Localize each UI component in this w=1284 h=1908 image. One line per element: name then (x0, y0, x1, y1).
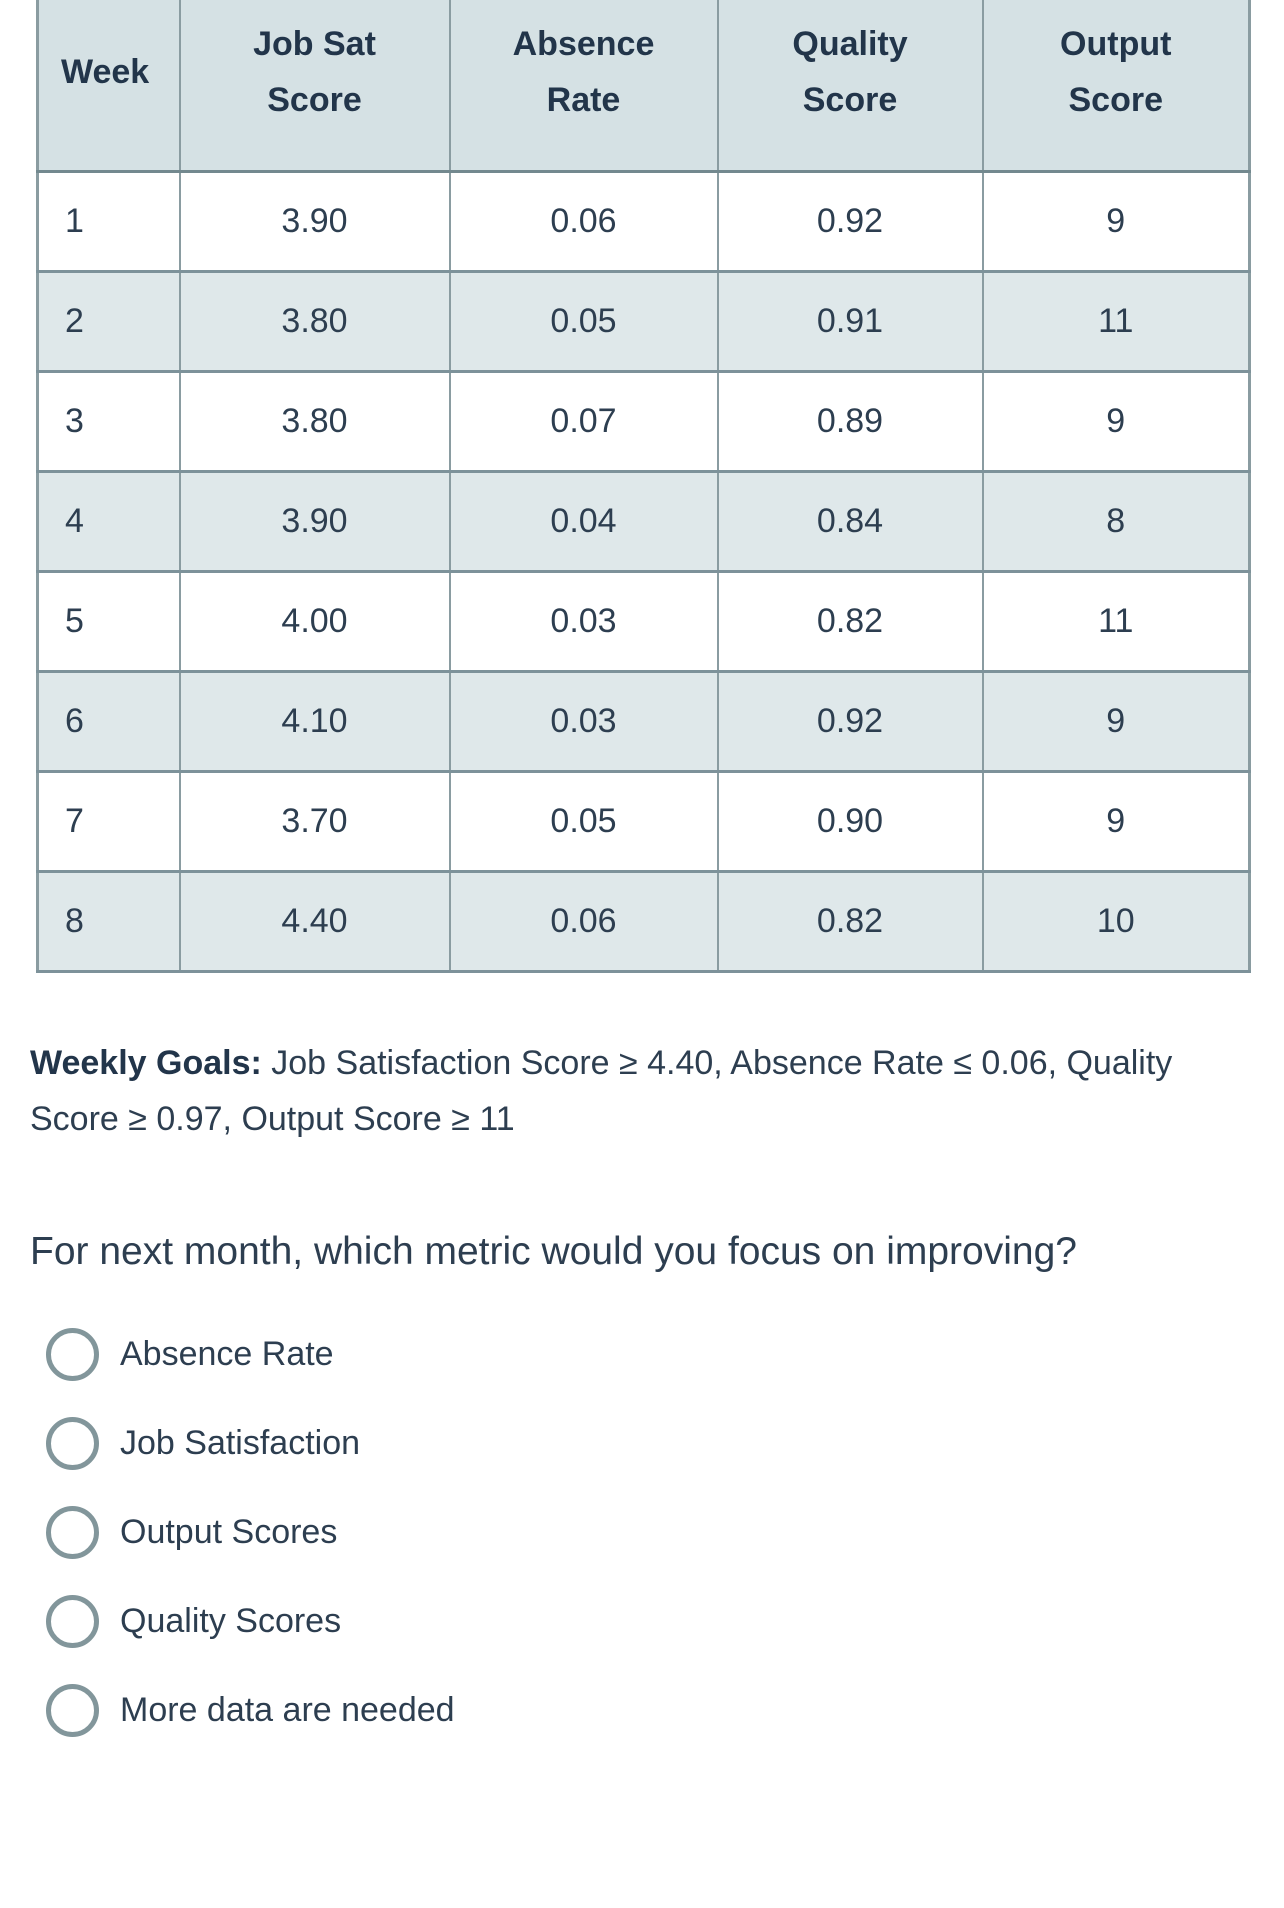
cell-quality: 0.82 (716, 869, 984, 973)
radio-button-icon[interactable] (46, 1505, 99, 1559)
weekly-goals-line-1-rest: Job Satisfaction Score ≥ 4.40, Absence R… (261, 1043, 1173, 1082)
weekly-goals-line-2: Score ≥ 0.97, Output Score ≥ 11 (30, 1099, 515, 1138)
radio-option-quality-scores[interactable]: Quality Scores (30, 1577, 1284, 1666)
cell-job-sat: 4.00 (178, 569, 451, 673)
weekly-goals-label: Weekly Goals: (30, 1043, 262, 1082)
table-row: 6 4.10 0.03 0.92 9 (36, 669, 1251, 773)
cell-week: 1 (36, 169, 181, 273)
cell-output: 11 (981, 269, 1251, 373)
cell-quality: 0.90 (716, 769, 984, 873)
radio-option-label: Quality Scores (120, 1601, 342, 1640)
cell-output: 9 (981, 169, 1251, 273)
cell-absence: 0.07 (448, 369, 719, 473)
table-row: 3 3.80 0.07 0.89 9 (36, 369, 1251, 473)
cell-week: 2 (36, 269, 181, 373)
cell-output: 9 (981, 369, 1251, 473)
cell-absence: 0.05 (448, 269, 719, 373)
radio-option-label: Job Satisfaction (120, 1423, 361, 1462)
cell-job-sat: 3.80 (178, 269, 451, 373)
cell-absence: 0.03 (448, 669, 719, 773)
radio-option-label: Absence Rate (120, 1334, 334, 1373)
radio-option-job-satisfaction[interactable]: Job Satisfaction (30, 1399, 1284, 1488)
table-header-row: Week Job Sat Score Absence Rate Quality … (36, 0, 1251, 173)
cell-job-sat: 3.80 (178, 369, 451, 473)
radio-option-group: Absence Rate Job Satisfaction Output Sco… (30, 1310, 1284, 1755)
cell-quality: 0.82 (716, 569, 984, 673)
radio-option-output-scores[interactable]: Output Scores (30, 1488, 1284, 1577)
radio-option-label: Output Scores (120, 1512, 338, 1551)
column-header-job-sat-score: Job Sat Score (178, 0, 451, 173)
column-header-absence-rate: Absence Rate (448, 0, 719, 173)
cell-absence: 0.04 (448, 469, 719, 573)
table-row: 5 4.00 0.03 0.82 11 (36, 569, 1251, 673)
cell-quality: 0.92 (716, 169, 984, 273)
column-header-output-score: Output Score (981, 0, 1251, 173)
radio-button-icon[interactable] (46, 1327, 99, 1381)
cell-week: 6 (36, 669, 181, 773)
cell-absence: 0.06 (448, 169, 719, 273)
question-text: For next month, which metric would you f… (30, 1229, 1077, 1273)
weekly-goals-line-1: Weekly Goals: Job Satisfaction Score ≥ 4… (30, 1035, 1254, 1091)
cell-absence: 0.05 (448, 769, 719, 873)
cell-week: 4 (36, 469, 181, 573)
cell-week: 5 (36, 569, 181, 673)
cell-job-sat: 4.10 (178, 669, 451, 773)
table-row: 8 4.40 0.06 0.82 10 (36, 869, 1251, 973)
radio-button-icon[interactable] (46, 1683, 99, 1737)
table-row: 2 3.80 0.05 0.91 11 (36, 269, 1251, 373)
radio-button-icon[interactable] (46, 1416, 99, 1470)
cell-job-sat: 3.90 (178, 469, 451, 573)
radio-button-icon[interactable] (46, 1594, 99, 1648)
cell-absence: 0.06 (448, 869, 719, 973)
cell-job-sat: 3.90 (178, 169, 451, 273)
radio-option-absence-rate[interactable]: Absence Rate (30, 1310, 1284, 1399)
cell-absence: 0.03 (448, 569, 719, 673)
column-header-week: Week (36, 0, 181, 173)
table-row: 4 3.90 0.04 0.84 8 (36, 469, 1251, 573)
radio-option-more-data[interactable]: More data are needed (30, 1666, 1284, 1755)
cell-output: 9 (981, 669, 1251, 773)
cell-output: 9 (981, 769, 1251, 873)
table-row: 1 3.90 0.06 0.92 9 (36, 169, 1251, 273)
cell-quality: 0.92 (716, 669, 984, 773)
column-header-quality-score: Quality Score (716, 0, 984, 173)
cell-week: 8 (36, 869, 181, 973)
table-row: 7 3.70 0.05 0.90 9 (36, 769, 1251, 873)
cell-job-sat: 4.40 (178, 869, 451, 973)
cell-week: 3 (36, 369, 181, 473)
radio-option-label: More data are needed (120, 1690, 455, 1729)
cell-output: 10 (981, 869, 1251, 973)
weekly-metrics-table: Week Job Sat Score Absence Rate Quality … (36, 0, 1251, 973)
cell-quality: 0.84 (716, 469, 984, 573)
cell-week: 7 (36, 769, 181, 873)
weekly-goals-text: Weekly Goals: Job Satisfaction Score ≥ 4… (30, 1035, 1254, 1147)
cell-output: 8 (981, 469, 1251, 573)
cell-quality: 0.89 (716, 369, 984, 473)
cell-job-sat: 3.70 (178, 769, 451, 873)
cell-quality: 0.91 (716, 269, 984, 373)
cell-output: 11 (981, 569, 1251, 673)
